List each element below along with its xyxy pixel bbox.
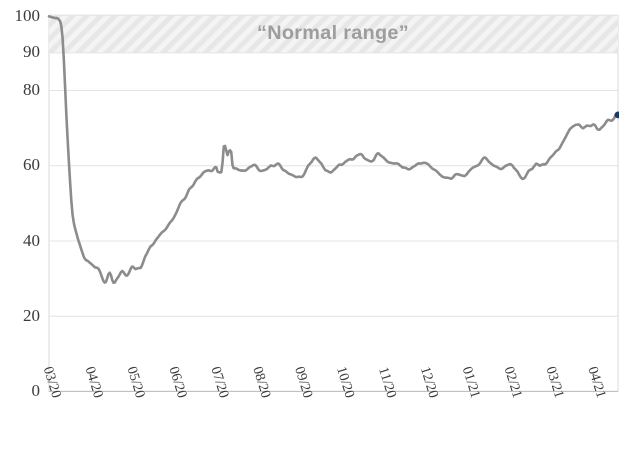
svg-text:03/20: 03/20 xyxy=(40,365,64,400)
svg-text:08/20: 08/20 xyxy=(249,365,273,400)
svg-text:60: 60 xyxy=(23,155,40,174)
svg-text:04/20: 04/20 xyxy=(82,365,106,400)
svg-text:01/21: 01/21 xyxy=(459,365,483,400)
svg-text:02/21: 02/21 xyxy=(501,365,525,400)
svg-text:03/21: 03/21 xyxy=(543,365,567,400)
svg-text:20: 20 xyxy=(23,306,40,325)
svg-text:0: 0 xyxy=(32,381,41,400)
svg-text:12/20: 12/20 xyxy=(417,365,441,400)
svg-text:80: 80 xyxy=(23,80,40,99)
svg-text:06/20: 06/20 xyxy=(165,365,189,400)
svg-text:09/20: 09/20 xyxy=(291,365,315,400)
svg-text:07/20: 07/20 xyxy=(207,365,231,400)
svg-text:10/20: 10/20 xyxy=(333,365,357,400)
svg-text:90: 90 xyxy=(23,42,40,61)
svg-text:100: 100 xyxy=(15,6,41,25)
svg-text:“Normal range”: “Normal range” xyxy=(257,23,409,44)
svg-text:40: 40 xyxy=(23,231,40,250)
svg-text:05/20: 05/20 xyxy=(124,365,148,400)
svg-text:04/21: 04/21 xyxy=(584,365,608,400)
svg-text:11/20: 11/20 xyxy=(375,365,399,399)
